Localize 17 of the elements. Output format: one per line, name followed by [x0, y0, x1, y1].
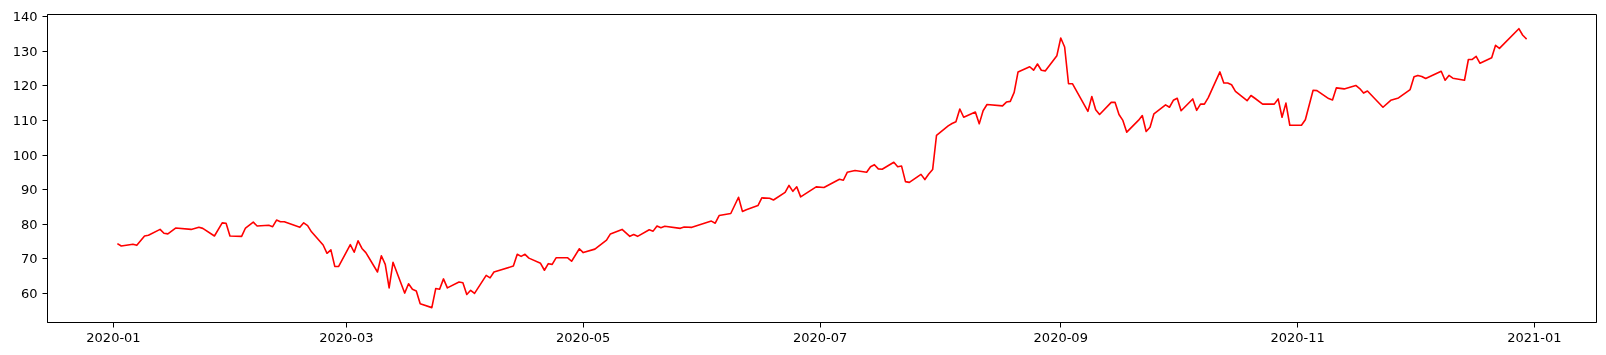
x-tick-label: 2020-05 [556, 329, 611, 345]
y-tick-label: 120 [12, 78, 38, 94]
line-series [116, 27, 1528, 309]
y-tick-label: 130 [12, 43, 38, 59]
y-tick-label: 110 [12, 112, 38, 128]
y-tick-label: 70 [20, 251, 38, 267]
y-tick-label: 100 [12, 147, 38, 163]
x-tick-label: 2020-09 [1033, 329, 1088, 345]
y-tick-label: 80 [20, 216, 38, 232]
x-tick-label: 2020-01 [86, 329, 141, 345]
y-tick-label: 90 [20, 182, 38, 198]
x-tick-label: 2021-01 [1507, 329, 1562, 345]
y-tick-label: 60 [20, 285, 38, 301]
x-tick-label: 2020-11 [1270, 329, 1325, 345]
y-tick-label: 140 [12, 9, 38, 25]
x-tick-label: 2020-07 [792, 329, 848, 345]
x-tick-label: 2020-03 [319, 329, 374, 345]
